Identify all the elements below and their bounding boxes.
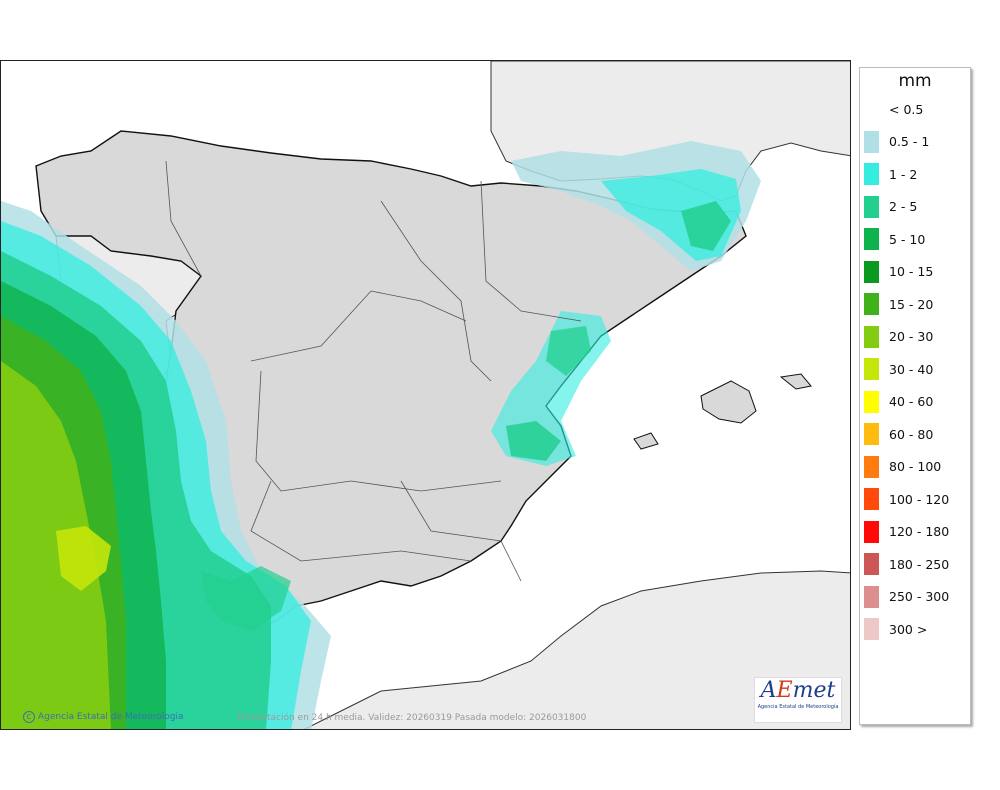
legend-swatch: [864, 553, 879, 575]
band-e-2-5: [506, 421, 561, 461]
legend-label: 100 - 120: [889, 491, 950, 507]
credit-label: Agencia Estatal de Meteorologia: [38, 712, 184, 722]
legend-unit: mm: [898, 71, 932, 91]
legend-label: 40 - 60: [889, 394, 934, 409]
legend-swatch: [864, 293, 879, 315]
legend-swatch: [864, 488, 879, 510]
legend-swatch: [864, 585, 879, 608]
legend-panel: mm < 0.5 0.5 - 1 1 - 2 2 - 5 5 - 10 10 - 15 15…: [859, 67, 971, 725]
logo-wordmark: AEmet: [760, 678, 836, 703]
legend-label: < 0.5: [889, 101, 924, 117]
legend-item: 100 - 120: [864, 488, 949, 510]
legend-label: 5 - 10: [889, 231, 926, 247]
legend-label: 300 >: [889, 621, 928, 637]
africa-land: [303, 570, 850, 729]
legend-swatch: [864, 163, 879, 185]
band-e2-2-5: [546, 326, 591, 376]
legend-item: 0.5 - 1: [864, 130, 930, 153]
legend-swatch: [864, 325, 879, 348]
legend-item: 30 - 40: [864, 358, 933, 380]
legend-item: 80 - 100: [864, 455, 942, 478]
legend-swatch: [864, 390, 879, 413]
band-ne-2-5: [681, 201, 731, 251]
copyright-icon: C: [23, 711, 35, 723]
legend-item: 1 - 2: [864, 163, 917, 185]
logo-subtitle: Agencia Estatal de Meteorología: [757, 704, 839, 710]
legend-swatch: [864, 618, 879, 640]
mallorca: [700, 380, 757, 424]
aemet-logo: AEmet Agencia Estatal de Meteorología: [754, 677, 842, 723]
legend-item: < 0.5: [864, 98, 923, 120]
legend-item: 60 - 80: [864, 423, 933, 445]
ibiza: [633, 432, 659, 450]
legend-swatch: [864, 130, 879, 153]
legend-label: 30 - 40: [889, 361, 934, 377]
legend-label: 180 - 250: [889, 556, 950, 572]
legend-label: 2 - 5: [889, 199, 918, 214]
legend-item: 120 - 180: [864, 520, 950, 543]
legend-item: 15 - 20: [864, 293, 933, 315]
legend-label: 80 - 100: [889, 459, 942, 474]
legend-label: 10 - 15: [889, 264, 934, 279]
legend-item: 2 - 5: [864, 195, 918, 218]
legend-swatch: [864, 455, 879, 478]
legend-item: 300 >: [864, 618, 927, 640]
band-s-2-5: [201, 566, 291, 631]
legend-item: 250 - 300: [864, 585, 950, 608]
legend-item: 40 - 60: [864, 390, 934, 413]
map-caption: Precipitación en 24 h media. Validez: 20…: [237, 713, 587, 723]
legend-label: 60 - 80: [889, 426, 934, 442]
band-30-40: [56, 526, 111, 591]
legend-swatch: [864, 423, 879, 445]
legend-swatch: [864, 260, 879, 283]
region-borders: [165, 160, 582, 582]
legend-item: 20 - 30: [864, 325, 934, 348]
menorca: [779, 373, 812, 390]
legend-item: 5 - 10: [864, 228, 925, 250]
band-20-30: [1, 361, 111, 729]
legend-label: 1 - 2: [889, 166, 918, 182]
legend-label: 15 - 20: [889, 296, 934, 312]
legend-swatch: [864, 520, 879, 543]
legend-label: 120 - 180: [889, 524, 950, 539]
legend-swatch: [864, 98, 879, 120]
legend-swatch: [864, 195, 879, 218]
legend-item: 180 - 250: [864, 553, 949, 575]
credit-text: C Agencia Estatal de Meteorologia: [23, 711, 184, 723]
legend-swatch: [864, 228, 879, 250]
legend-item: 10 - 15: [864, 260, 934, 283]
legend-label: 20 - 30: [889, 329, 934, 344]
legend-label: 250 - 300: [889, 589, 950, 604]
map-canvas: [1, 61, 850, 729]
legend-swatch: [864, 358, 879, 380]
precipitation-map: C Agencia Estatal de Meteorologia Precipi…: [0, 60, 851, 730]
legend-label: 0.5 - 1: [889, 134, 930, 149]
